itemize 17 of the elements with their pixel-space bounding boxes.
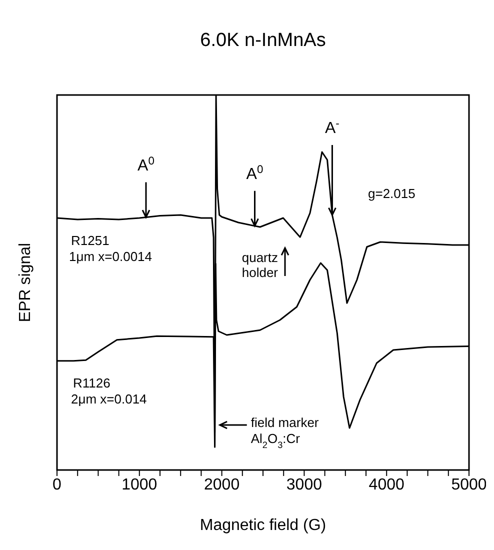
y-axis-title: EPR signal bbox=[17, 242, 34, 322]
x-tick-label: 2000 bbox=[204, 476, 240, 494]
x-tick-label: 3000 bbox=[286, 476, 322, 494]
annotation: A$^{0}$ bbox=[246, 164, 264, 183]
x-tick-label: 0 bbox=[52, 476, 62, 494]
x-tick-label: 5000 bbox=[451, 476, 487, 494]
annotation: A$^{-}$ bbox=[325, 118, 340, 137]
annotation: field marker Al$_{2}$O$_{3}$:Cr bbox=[250, 415, 320, 450]
annotation: g=2.015 bbox=[368, 186, 416, 201]
chart-title: 6.0K n-InMnAs bbox=[200, 30, 326, 51]
annotation: A$^{0}$ bbox=[138, 155, 154, 174]
annotation: quartz holder bbox=[242, 250, 279, 280]
x-tick-label: 1000 bbox=[122, 476, 158, 494]
series-label: R1126 2μm x=0.014 bbox=[71, 376, 147, 406]
series-label: R1251 1μm x=0.0014 bbox=[69, 233, 152, 264]
x-axis-title: Magnetic field (G) bbox=[200, 517, 326, 534]
x-tick-label: 4000 bbox=[368, 476, 404, 494]
